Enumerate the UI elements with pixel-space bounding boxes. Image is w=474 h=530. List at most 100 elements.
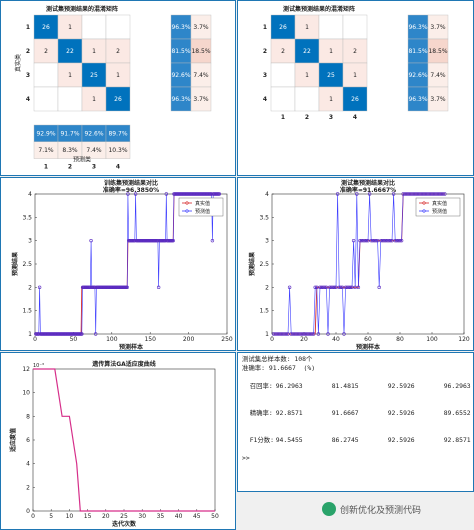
pred-point	[372, 238, 377, 243]
plot-area	[34, 193, 228, 335]
y-tick-label: 2.5	[22, 261, 32, 268]
pred-point	[422, 192, 426, 196]
pred-point	[404, 192, 409, 196]
pred-point	[318, 285, 322, 290]
cm-value: 26	[279, 24, 287, 31]
console-line-accuracy: 准确率: 91.6667 (%)	[242, 364, 316, 372]
pred-point	[393, 238, 397, 243]
pred-point	[156, 285, 161, 290]
cm-value: 1	[329, 96, 333, 103]
pred-point	[273, 332, 277, 336]
pred-point	[395, 238, 399, 243]
pred-point	[284, 332, 289, 336]
console-prompt[interactable]: >>	[242, 454, 250, 462]
cm-cell	[105, 38, 131, 64]
legend-pred-marker	[422, 209, 426, 213]
pred-point	[350, 285, 354, 290]
pred-point	[281, 332, 285, 336]
cm-title: 测试集预测结果的混淆矩阵	[283, 5, 355, 13]
row-summary-cell	[427, 86, 449, 112]
plot-area	[271, 193, 465, 335]
cm-cell	[81, 62, 107, 88]
pred-point	[291, 332, 295, 336]
pred-point	[364, 238, 369, 243]
cm-col-tick: 1	[281, 114, 285, 121]
pred-point	[305, 332, 309, 336]
console-line-samples: 测试集总样本数: 108个	[242, 355, 313, 363]
pred-point	[342, 332, 346, 336]
col-summary-value: 89.7%	[108, 130, 127, 137]
row-summary-value: 92.6%	[171, 72, 190, 79]
y-tick-label: 3.5	[259, 214, 269, 221]
pred-point	[419, 192, 423, 196]
pred-point	[371, 238, 375, 243]
pred-point	[411, 192, 415, 196]
test-comparison-panel: 0 20 40 60 80 100 120 1 1.5 2 2.5 3 3.5 4 测试集预测结果对比 准确率…	[237, 177, 474, 351]
pred-point	[276, 332, 281, 336]
chart-title: 训练集预测结果对比	[104, 179, 158, 187]
pred-point	[319, 285, 324, 290]
cm-cell	[294, 38, 320, 64]
pred-point	[345, 285, 349, 290]
pred-point	[356, 285, 361, 290]
pred-point	[351, 238, 356, 243]
pred-point	[313, 285, 317, 290]
pred-point	[385, 238, 389, 243]
row-summary-value: 3.7%	[430, 24, 446, 31]
pred-point	[303, 332, 308, 336]
pred-point	[415, 192, 420, 196]
y-tick-label: 4	[265, 191, 269, 198]
pred-point	[358, 238, 362, 243]
cm-row-tick: 1	[26, 24, 30, 31]
col-summary-value: 7.1%	[38, 147, 54, 154]
y-tick-label: 3	[28, 238, 32, 245]
pred-point	[439, 192, 444, 196]
pred-point	[133, 192, 138, 196]
y-tick-label: 6	[26, 437, 30, 444]
x-tick-label: 20	[300, 336, 308, 343]
x-tick-label: 100	[426, 336, 438, 343]
cm-value: 2	[44, 48, 48, 55]
y-tick-label: 4	[28, 191, 32, 198]
cm-col-tick: 4	[116, 164, 120, 171]
confusion-matrix-panel-2: 测试集预测结果的混淆矩阵 26 1 2 22 1 2 1 25 1 1 26 1 2 3 4 96.3% 3.7%…	[237, 0, 474, 176]
cm-cell	[318, 38, 344, 64]
y-tick-label: 2	[26, 484, 30, 491]
y-tick-label: 1.5	[259, 308, 269, 315]
cm-row-tick: 3	[26, 72, 30, 79]
legend-pred-label: 预测值	[195, 208, 210, 215]
row-summary-value: 3.7%	[430, 96, 446, 103]
pred-point	[316, 332, 321, 336]
pred-point	[431, 192, 436, 196]
ga-fitness-chart: 0 5 10 15 20 25 30 35 40 45 50 0 2 4 6 8 10 12 遗传算法GA适应度曲线…	[9, 360, 219, 528]
pred-point	[382, 238, 386, 243]
pred-point	[425, 192, 429, 196]
chart-title: 遗传算法GA适应度曲线	[91, 360, 156, 368]
legend-true-label: 真实值	[195, 200, 210, 207]
row-summary-value: 18.5%	[191, 48, 210, 55]
cm-value: 26	[114, 96, 122, 103]
cm-cell	[342, 86, 368, 112]
legend-box	[415, 197, 461, 217]
command-window[interactable]: 测试集总样本数: 108个 准确率: 91.6667 (%) 召回率: 96.29…	[237, 352, 474, 492]
pred-point	[339, 285, 343, 290]
cm-cell	[342, 62, 368, 88]
row-summary-value: 96.3%	[408, 24, 427, 31]
legend-pred-label: 预测值	[432, 208, 447, 215]
pred-point	[409, 192, 413, 196]
pred-point	[321, 285, 325, 290]
pred-point	[377, 285, 381, 290]
legend-true-label: 真实值	[432, 200, 447, 207]
cm-cell	[81, 14, 107, 40]
cm-value: 26	[42, 24, 50, 31]
row-summary-value: 96.3%	[171, 96, 190, 103]
pred-point	[308, 332, 313, 336]
x-tick-label: 40	[332, 336, 340, 343]
cm-row-tick: 3	[263, 72, 267, 79]
cm-value: 1	[305, 72, 309, 79]
cm-cell	[342, 14, 368, 40]
test-comparison-chart: 0 20 40 60 80 100 120 1 1.5 2 2.5 3 3.5 4 测试集预测结果对比准确率…	[248, 179, 470, 351]
